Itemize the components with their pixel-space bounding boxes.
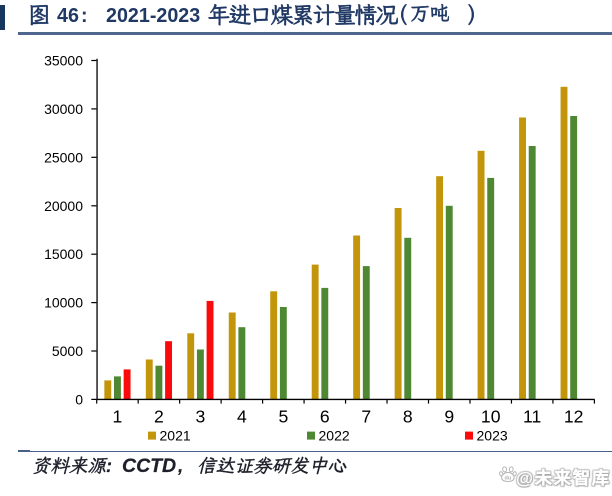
svg-text:2022: 2022 <box>319 427 350 443</box>
svg-text:1: 1 <box>113 406 123 426</box>
svg-text:du: du <box>505 476 512 482</box>
svg-text:12: 12 <box>564 406 584 426</box>
svg-text:9: 9 <box>444 406 454 426</box>
svg-text:10000: 10000 <box>44 295 83 311</box>
svg-text:3: 3 <box>195 406 205 426</box>
svg-text:8: 8 <box>403 406 413 426</box>
svg-text:6: 6 <box>320 406 330 426</box>
svg-text:20000: 20000 <box>44 198 83 214</box>
svg-text:10: 10 <box>481 406 501 426</box>
svg-text:2: 2 <box>154 406 164 426</box>
svg-text:35000: 35000 <box>44 53 83 69</box>
svg-text:2023: 2023 <box>477 427 508 443</box>
svg-text:7: 7 <box>361 406 371 426</box>
svg-text:2021: 2021 <box>160 427 191 443</box>
svg-text:5: 5 <box>278 406 288 426</box>
svg-text:15000: 15000 <box>44 246 83 262</box>
svg-text:4: 4 <box>237 406 247 426</box>
svg-text:11: 11 <box>523 406 541 426</box>
svg-text:5000: 5000 <box>52 343 83 359</box>
svg-text:0: 0 <box>75 391 83 407</box>
svg-text:25000: 25000 <box>44 149 83 165</box>
svg-text:30000: 30000 <box>44 101 83 117</box>
